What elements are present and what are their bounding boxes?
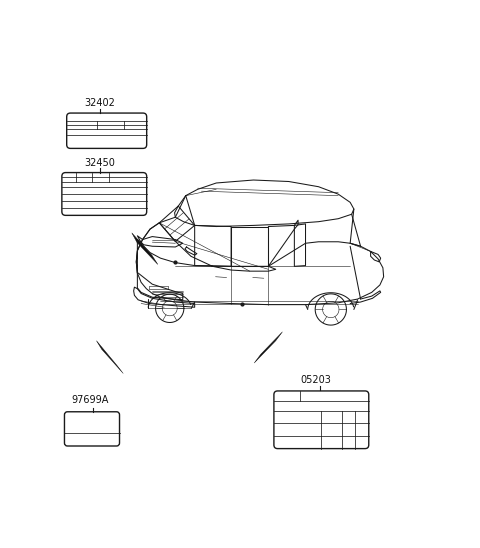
Polygon shape bbox=[132, 233, 158, 265]
Text: 32450: 32450 bbox=[85, 158, 116, 168]
Text: 32402: 32402 bbox=[85, 98, 116, 108]
Text: 97699A: 97699A bbox=[71, 395, 108, 405]
Polygon shape bbox=[96, 341, 123, 373]
Polygon shape bbox=[254, 332, 282, 363]
Text: 05203: 05203 bbox=[300, 375, 331, 385]
